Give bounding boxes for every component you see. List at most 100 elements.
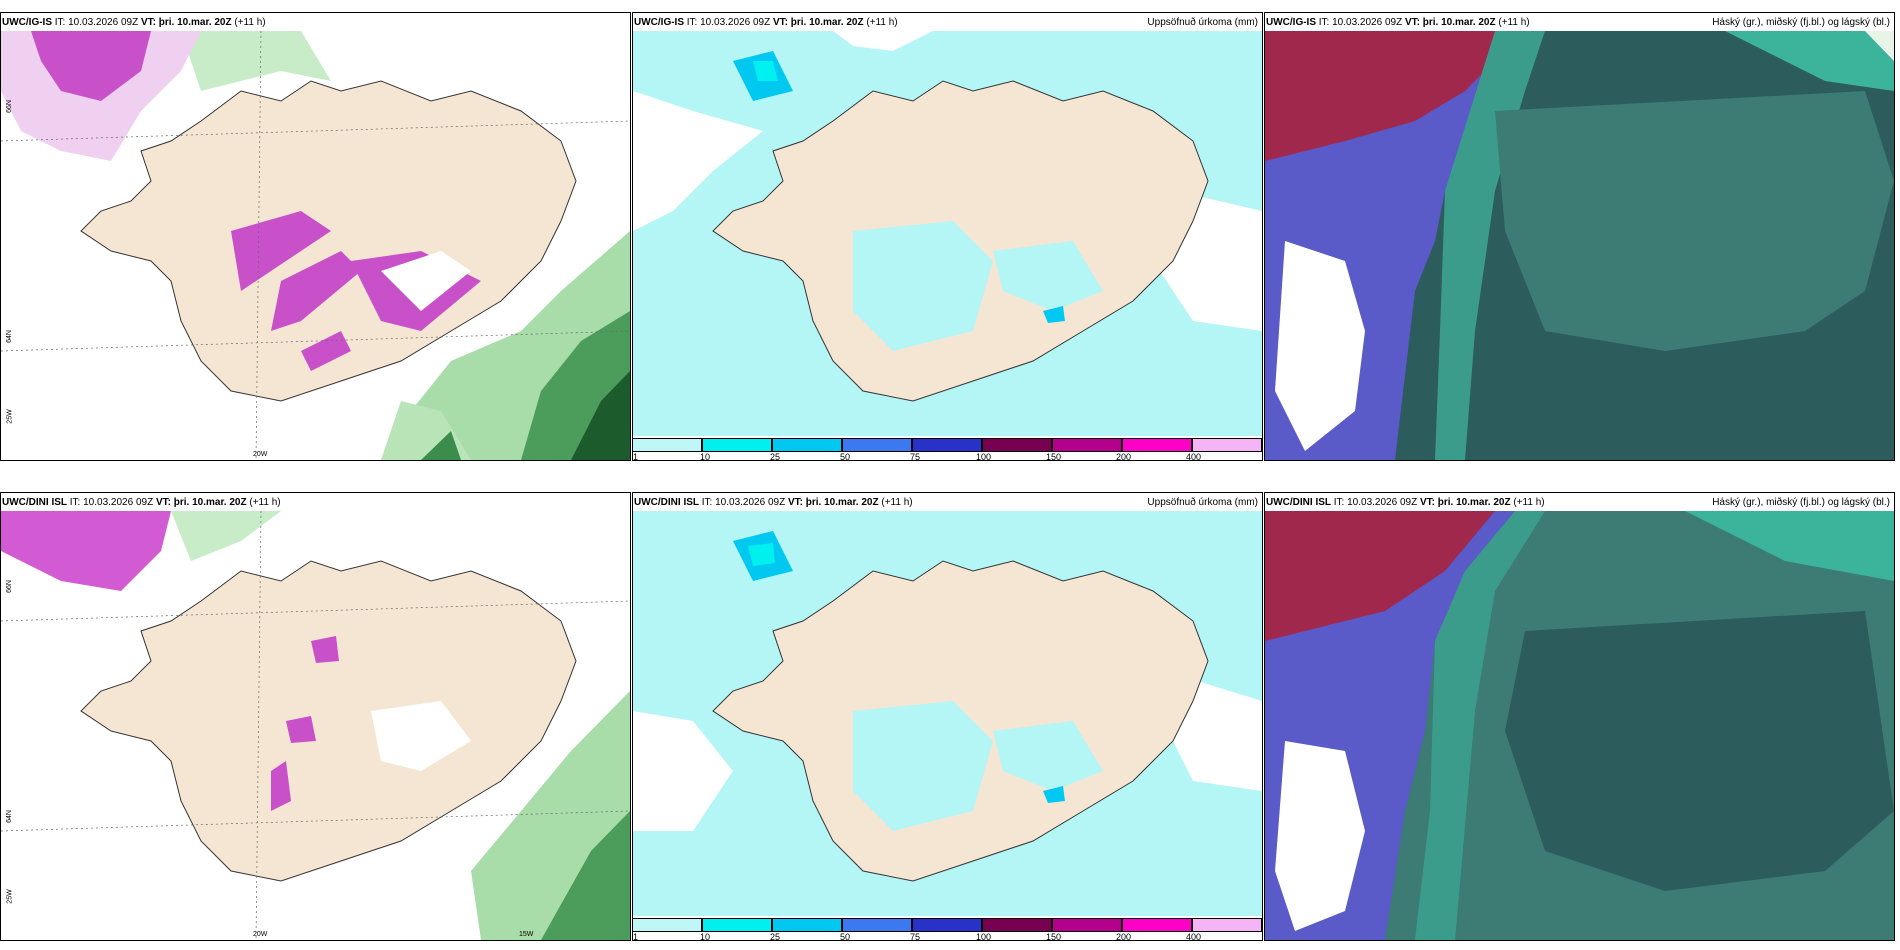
- colorbar-label: 1: [633, 932, 639, 942]
- colorbar-label: 150: [1046, 452, 1062, 462]
- lat-label: 66N: [5, 580, 13, 593]
- lat-label: 64N: [5, 810, 13, 823]
- panel-header: UWC/IG-IS IT: 10.03.2026 09Z VT: þri. 10…: [2, 15, 628, 31]
- vt-label: VT:: [1404, 17, 1420, 28]
- colorbar-label: 200: [1116, 452, 1132, 462]
- colorbar-swatch: [912, 918, 982, 932]
- colorbar-swatch: [982, 918, 1052, 932]
- colorbar-swatch: [1122, 438, 1192, 452]
- panel-precip-dini: UWC/DINI ISL IT: 10.03.2026 09Z VT: þri.…: [632, 492, 1263, 941]
- map-precip-dini[interactable]: [633, 511, 1262, 916]
- it-label: IT:: [686, 17, 698, 28]
- lon-label: 20W: [253, 931, 268, 938]
- lat-label: 25W: [6, 889, 14, 904]
- panel-header: UWC/IG-IS IT: 10.03.2026 09Z VT: þri. 10…: [1266, 15, 1892, 31]
- colorbar-top: 1 10 25 50 75 100 150 200 400: [632, 438, 1264, 462]
- map-cloud-igis[interactable]: [1265, 31, 1894, 460]
- map-snow-dini[interactable]: [1, 511, 630, 940]
- model-name: UWC/IG-IS: [2, 17, 52, 28]
- panel-header: UWC/DINI ISL IT: 10.03.2026 09Z VT: þri.…: [634, 495, 1260, 511]
- panel-precip-igis: UWC/IG-IS IT: 10.03.2026 09Z VT: þri. 10…: [632, 12, 1263, 461]
- model-name: UWC/DINI ISL: [2, 497, 67, 508]
- precip-title: Uppsöfnuð úrkoma (mm): [1147, 17, 1258, 28]
- it-value: 10.03.2026 09Z: [715, 497, 786, 508]
- colorbar-swatch: [842, 438, 912, 452]
- panel-snow-igis: UWC/IG-IS IT: 10.03.2026 09Z VT: þri. 10…: [0, 12, 631, 461]
- it-value: 10.03.2026 09Z: [700, 17, 771, 28]
- colorbar-swatch: [702, 918, 772, 932]
- colorbar-swatch: [842, 918, 912, 932]
- colorbar-swatch: [632, 918, 702, 932]
- colorbar-label: 400: [1186, 932, 1202, 942]
- colorbar-label: 200: [1116, 932, 1132, 942]
- it-label: IT:: [701, 497, 713, 508]
- lat-label: 66N: [5, 100, 13, 113]
- lead-time: (+11 h): [866, 17, 898, 28]
- colorbar-label: 100: [976, 452, 992, 462]
- lead-time: (+11 h): [1513, 497, 1545, 508]
- model-name: UWC/IG-IS: [1266, 17, 1316, 28]
- colorbar-swatch: [982, 438, 1052, 452]
- it-label: IT:: [1318, 17, 1330, 28]
- colorbar-label: 25: [770, 452, 781, 462]
- vt-label: VT:: [787, 497, 803, 508]
- panel-cloud-igis: UWC/IG-IS IT: 10.03.2026 09Z VT: þri. 10…: [1264, 12, 1895, 461]
- lat-label: 64N: [5, 330, 13, 343]
- panel-header: UWC/DINI ISL IT: 10.03.2026 09Z VT: þri.…: [2, 495, 628, 511]
- lead-time: (+11 h): [234, 17, 266, 28]
- colorbar-label: 10: [700, 932, 711, 942]
- vt-label: VT:: [155, 497, 171, 508]
- vt-value: þri. 10.mar. 20Z: [1422, 17, 1496, 28]
- it-label: IT:: [69, 497, 81, 508]
- vt-label: VT:: [1419, 497, 1435, 508]
- it-label: IT:: [54, 17, 66, 28]
- panel-cloud-dini: UWC/DINI ISL IT: 10.03.2026 09Z VT: þri.…: [1264, 492, 1895, 941]
- map-precip-igis[interactable]: [633, 31, 1262, 436]
- colorbar-label: 50: [840, 932, 851, 942]
- colorbar-label: 75: [910, 452, 921, 462]
- vt-label: VT:: [772, 17, 788, 28]
- colorbar-label: 50: [840, 452, 851, 462]
- colorbar-bottom: 1 10 25 50 75 100 150 200 400: [632, 918, 1264, 942]
- colorbar-swatch: [632, 438, 702, 452]
- colorbar-label: 100: [976, 932, 992, 942]
- lead-time: (+11 h): [881, 497, 913, 508]
- map-snow-igis[interactable]: [1, 31, 630, 460]
- vt-value: þri. 10.mar. 20Z: [790, 17, 864, 28]
- model-name: UWC/DINI ISL: [634, 497, 699, 508]
- lead-time: (+11 h): [1498, 17, 1530, 28]
- vt-value: þri. 10.mar. 20Z: [1437, 497, 1511, 508]
- vt-value: þri. 10.mar. 20Z: [173, 497, 247, 508]
- lead-time: (+11 h): [249, 497, 281, 508]
- map-cloud-dini[interactable]: [1265, 511, 1894, 940]
- lat-label: 25W: [6, 409, 14, 424]
- it-value: 10.03.2026 09Z: [68, 17, 139, 28]
- colorbar-label: 10: [700, 452, 711, 462]
- colorbar-swatch: [772, 438, 842, 452]
- colorbar-swatch: [912, 438, 982, 452]
- colorbar-swatch: [1052, 438, 1122, 452]
- model-name: UWC/IG-IS: [634, 17, 684, 28]
- colorbar-swatch: [772, 918, 842, 932]
- precip-title: Uppsöfnuð úrkoma (mm): [1147, 497, 1258, 508]
- it-value: 10.03.2026 09Z: [1347, 497, 1418, 508]
- colorbar-swatch: [1192, 438, 1262, 452]
- lon-label: 15W: [519, 931, 534, 938]
- lon-label: 20W: [253, 451, 268, 458]
- colorbar-label: 150: [1046, 932, 1062, 942]
- colorbar-swatch: [702, 438, 772, 452]
- it-label: IT:: [1333, 497, 1345, 508]
- vt-value: þri. 10.mar. 20Z: [158, 17, 232, 28]
- colorbar-swatch: [1122, 918, 1192, 932]
- vt-value: þri. 10.mar. 20Z: [805, 497, 879, 508]
- colorbar-label: 1: [633, 452, 639, 462]
- model-name: UWC/DINI ISL: [1266, 497, 1331, 508]
- it-value: 10.03.2026 09Z: [1332, 17, 1403, 28]
- vt-label: VT:: [140, 17, 156, 28]
- cloud-title: Háský (gr.), miðský (fj.bl.) og lágský (…: [1712, 17, 1890, 28]
- panel-header: UWC/DINI ISL IT: 10.03.2026 09Z VT: þri.…: [1266, 495, 1892, 511]
- it-value: 10.03.2026 09Z: [83, 497, 154, 508]
- colorbar-label: 75: [910, 932, 921, 942]
- panel-header: UWC/IG-IS IT: 10.03.2026 09Z VT: þri. 10…: [634, 15, 1260, 31]
- colorbar-label: 400: [1186, 452, 1202, 462]
